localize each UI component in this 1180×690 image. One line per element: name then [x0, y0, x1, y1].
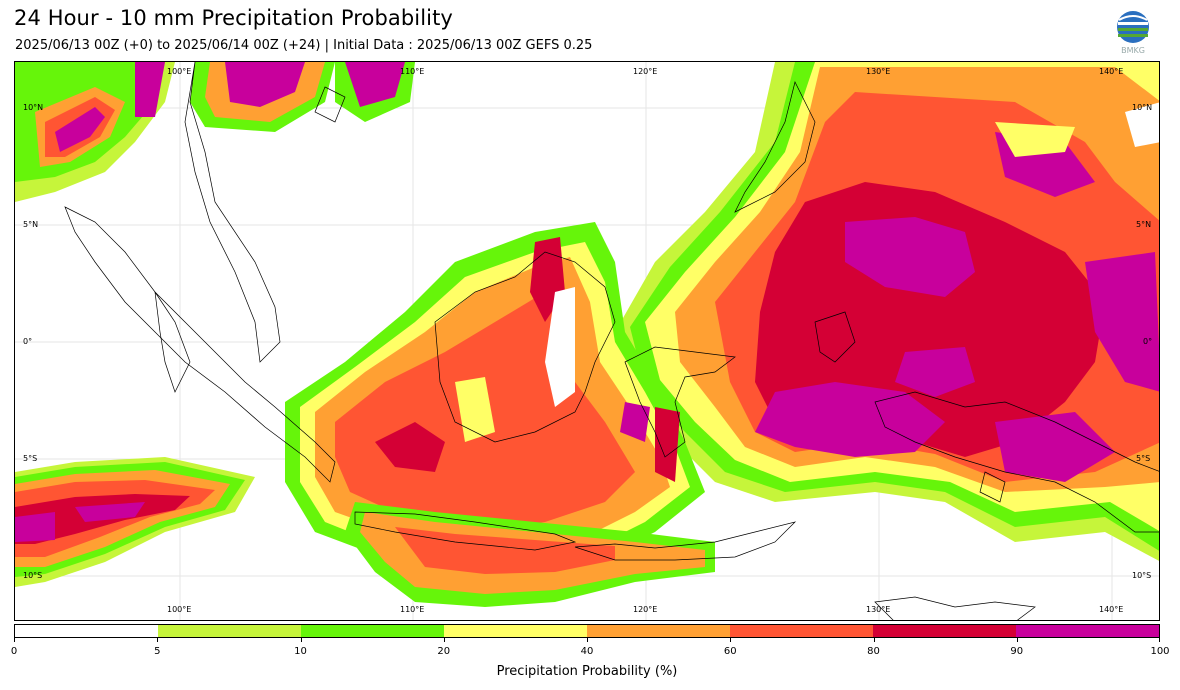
- lon-label-bottom: 140°E: [1099, 605, 1124, 614]
- logo-text: BMKG: [1121, 46, 1145, 55]
- map-canvas: [15, 62, 1159, 620]
- lon-label-top: 140°E: [1099, 67, 1124, 76]
- colorbar-tick: [587, 638, 588, 642]
- bmkg-logo: BMKG: [1114, 10, 1152, 56]
- lon-label-top: 120°E: [633, 67, 658, 76]
- colorbar-segment: [730, 625, 873, 637]
- java-sunda-precipitation-band: [345, 502, 715, 607]
- colorbar-tick: [300, 638, 302, 642]
- lon-label-bottom: 120°E: [633, 605, 658, 614]
- colorbar-tick-label: 10: [294, 646, 307, 657]
- lat-label-left: 10°S: [23, 571, 43, 580]
- lat-label-left: 10°N: [23, 103, 44, 112]
- colorbar-segment: [1016, 625, 1159, 637]
- colorbar-tick-label: 20: [437, 646, 451, 657]
- lat-label-right: 5°N: [1136, 220, 1152, 229]
- colorbar-tick: [1159, 638, 1160, 642]
- colorbar-tick-label: 5: [154, 646, 161, 657]
- lat-label-left: 5°N: [23, 220, 39, 229]
- colorbar-tick-label: 80: [867, 646, 880, 657]
- pacific-precipitation-area: [615, 62, 1159, 561]
- lat-label-right: 0°: [1143, 337, 1153, 346]
- lat-label-right: 5°S: [1136, 454, 1151, 463]
- lat-label-right: 10°S: [1132, 571, 1152, 580]
- colorbar-tick: [730, 638, 732, 642]
- indian-ocean-precipitation-band: [15, 457, 255, 587]
- colorbar-tick: [1016, 638, 1018, 642]
- colorbar-tick: [14, 638, 15, 642]
- lat-label-right: 10°N: [1132, 103, 1153, 112]
- northwest-precipitation-area: [15, 62, 415, 202]
- lon-label-bottom: 110°E: [400, 605, 425, 614]
- colorbar-label: Precipitation Probability (%): [496, 664, 678, 679]
- lon-label-bottom: 100°E: [167, 605, 192, 614]
- colorbar-tick-label: 60: [723, 646, 737, 657]
- colorbar: [14, 624, 1160, 638]
- lon-label-top: 130°E: [866, 67, 891, 76]
- lat-label-left: 0°: [23, 337, 33, 346]
- colorbar-tick-label: 0: [10, 646, 18, 657]
- colorbar-segment: [301, 625, 444, 637]
- lon-label-top: 100°E: [167, 67, 192, 76]
- colorbar-tick: [443, 638, 445, 642]
- chart-subtitle: 2025/06/13 00Z (+0) to 2025/06/14 00Z (+…: [15, 38, 593, 53]
- colorbar-tick: [157, 638, 159, 642]
- chart-title: 24 Hour - 10 mm Precipitation Probabilit…: [14, 6, 453, 30]
- precipitation-map: 100°E 110°E 120°E 130°E 140°E 100°E 110°…: [14, 61, 1160, 621]
- lat-label-left: 5°S: [23, 454, 38, 463]
- colorbar-tick-label: 100: [1150, 646, 1170, 657]
- colorbar-segment: [158, 625, 301, 637]
- coastlines: [64, 62, 1159, 620]
- colorbar-tick: [873, 638, 875, 642]
- colorbar-segment: [873, 625, 1016, 637]
- colorbar-tick-label: 90: [1010, 646, 1024, 657]
- maritime-continent-precipitation: [285, 222, 705, 582]
- lon-label-top: 110°E: [400, 67, 425, 76]
- colorbar-segment: [587, 625, 730, 637]
- lon-label-bottom: 130°E: [866, 605, 891, 614]
- colorbar-tick-label: 40: [580, 646, 594, 657]
- colorbar-segment: [15, 625, 158, 637]
- colorbar-segment: [444, 625, 587, 637]
